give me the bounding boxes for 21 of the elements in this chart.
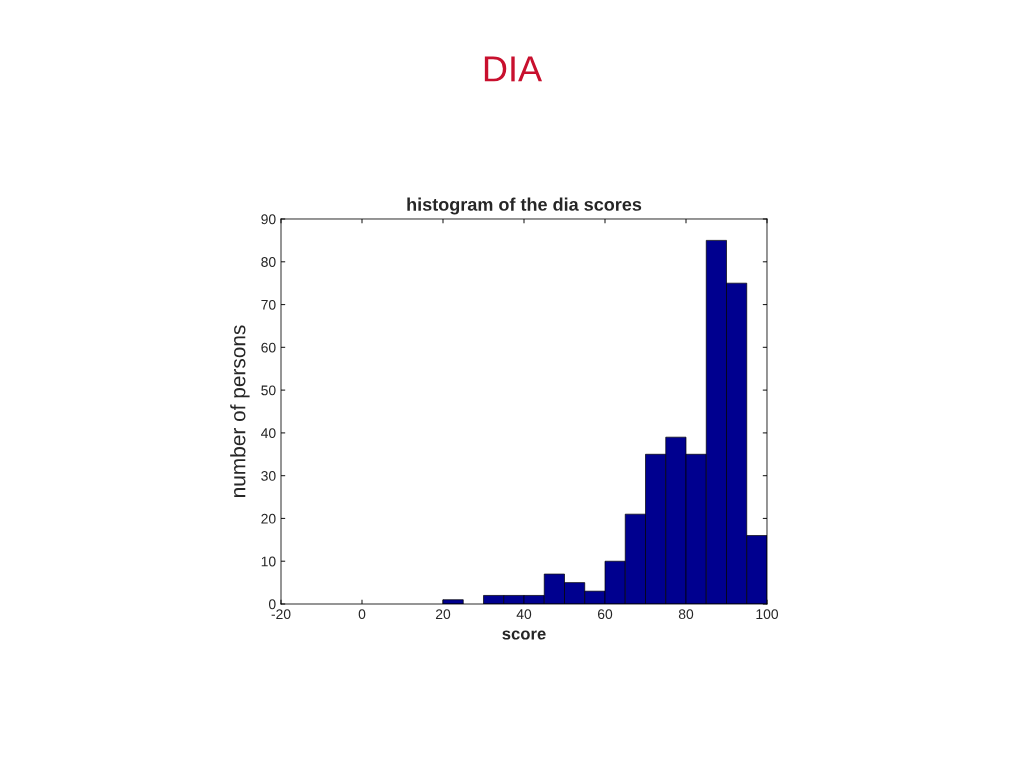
x-tick-label: 80 <box>678 609 694 620</box>
x-tick-label: 40 <box>516 609 532 620</box>
y-tick-label: 30 <box>261 471 276 481</box>
x-tick-label: 0 <box>358 609 366 620</box>
x-tick-label: -20 <box>271 609 291 620</box>
y-tick-label: 40 <box>261 428 276 439</box>
x-tick-label: 100 <box>756 609 779 620</box>
x-tick-label: 20 <box>435 609 451 620</box>
y-axis-title: number of persons <box>230 325 250 497</box>
y-tick-label: 70 <box>261 299 276 310</box>
y-tick-label: 90 <box>261 214 276 225</box>
x-tick-label: 60 <box>597 609 613 620</box>
y-tick-label: 50 <box>261 385 276 396</box>
y-tick-label: 80 <box>261 257 276 267</box>
y-tick-label: 20 <box>261 513 276 524</box>
chart-title: DIA <box>484 56 543 82</box>
x-axis-title: score <box>502 630 546 640</box>
y-tick-label: 60 <box>261 342 276 353</box>
y-tick-label: 0 <box>268 599 276 610</box>
chart-subtitle: histogram of the dia scores <box>407 197 642 215</box>
y-tick-label: 10 <box>261 556 276 567</box>
